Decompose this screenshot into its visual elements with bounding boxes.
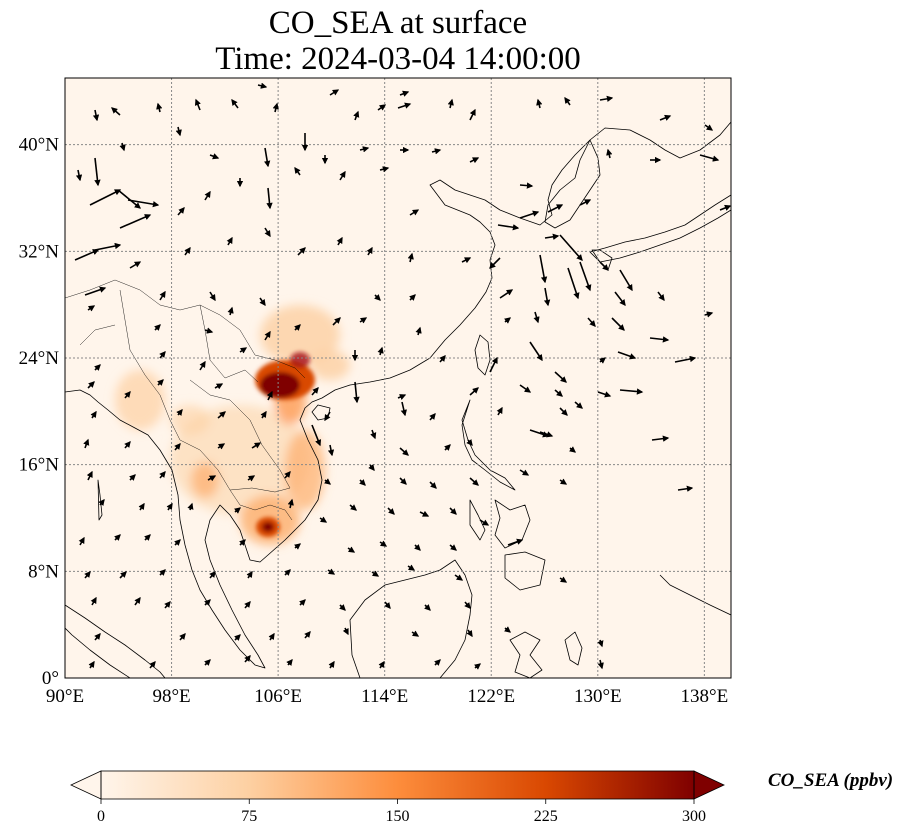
lon-tick-label: 122°E: [467, 686, 515, 707]
lon-tick-label: 90°E: [46, 686, 84, 707]
colorbar-tick-label: 75: [241, 808, 257, 825]
colorbar-extend-high: [693, 770, 725, 800]
latitude-tick-labels: 0° 8°N 16°N 24°N 32°N 40°N: [19, 135, 60, 689]
lat-tick-label: 32°N: [19, 241, 60, 262]
colorbar-tick-label: 300: [682, 808, 706, 825]
lon-tick-label: 106°E: [254, 686, 302, 707]
lon-tick-label: 114°E: [361, 686, 408, 707]
lat-tick-label: 8°N: [28, 561, 59, 582]
map-frame: [64, 77, 732, 679]
map-background: [65, 78, 731, 678]
wind-vectors: [74, 82, 731, 670]
map-subtitle: Time: 2024-03-04 14:00:00: [215, 41, 581, 77]
lon-tick-label: 98°E: [152, 686, 190, 707]
colorbar-tick-label: 225: [534, 808, 558, 825]
lat-tick-label: 0°: [42, 668, 59, 689]
longitude-tick-labels: 90°E 98°E 106°E 114°E 122°E 130°E 138°E: [46, 686, 728, 707]
colorbar: 0 75 150 225 300: [70, 770, 725, 825]
lat-tick-label: 16°N: [19, 455, 60, 476]
country-borders: [65, 279, 306, 521]
coastlines: [65, 121, 731, 678]
colorbar-extend-low: [70, 770, 102, 800]
colorbar-tick-label: 150: [386, 808, 410, 825]
colorbar-label: CO_SEA (ppbv): [768, 770, 894, 791]
colorbar-gradient: [101, 771, 694, 799]
lon-tick-label: 130°E: [574, 686, 622, 707]
colorbar-tick-label: 0: [97, 808, 105, 825]
lat-tick-label: 40°N: [19, 135, 60, 156]
map-title: CO_SEA at surface: [268, 5, 528, 41]
lat-tick-label: 24°N: [19, 348, 60, 369]
lon-tick-label: 138°E: [681, 686, 729, 707]
gridlines: [65, 78, 731, 678]
